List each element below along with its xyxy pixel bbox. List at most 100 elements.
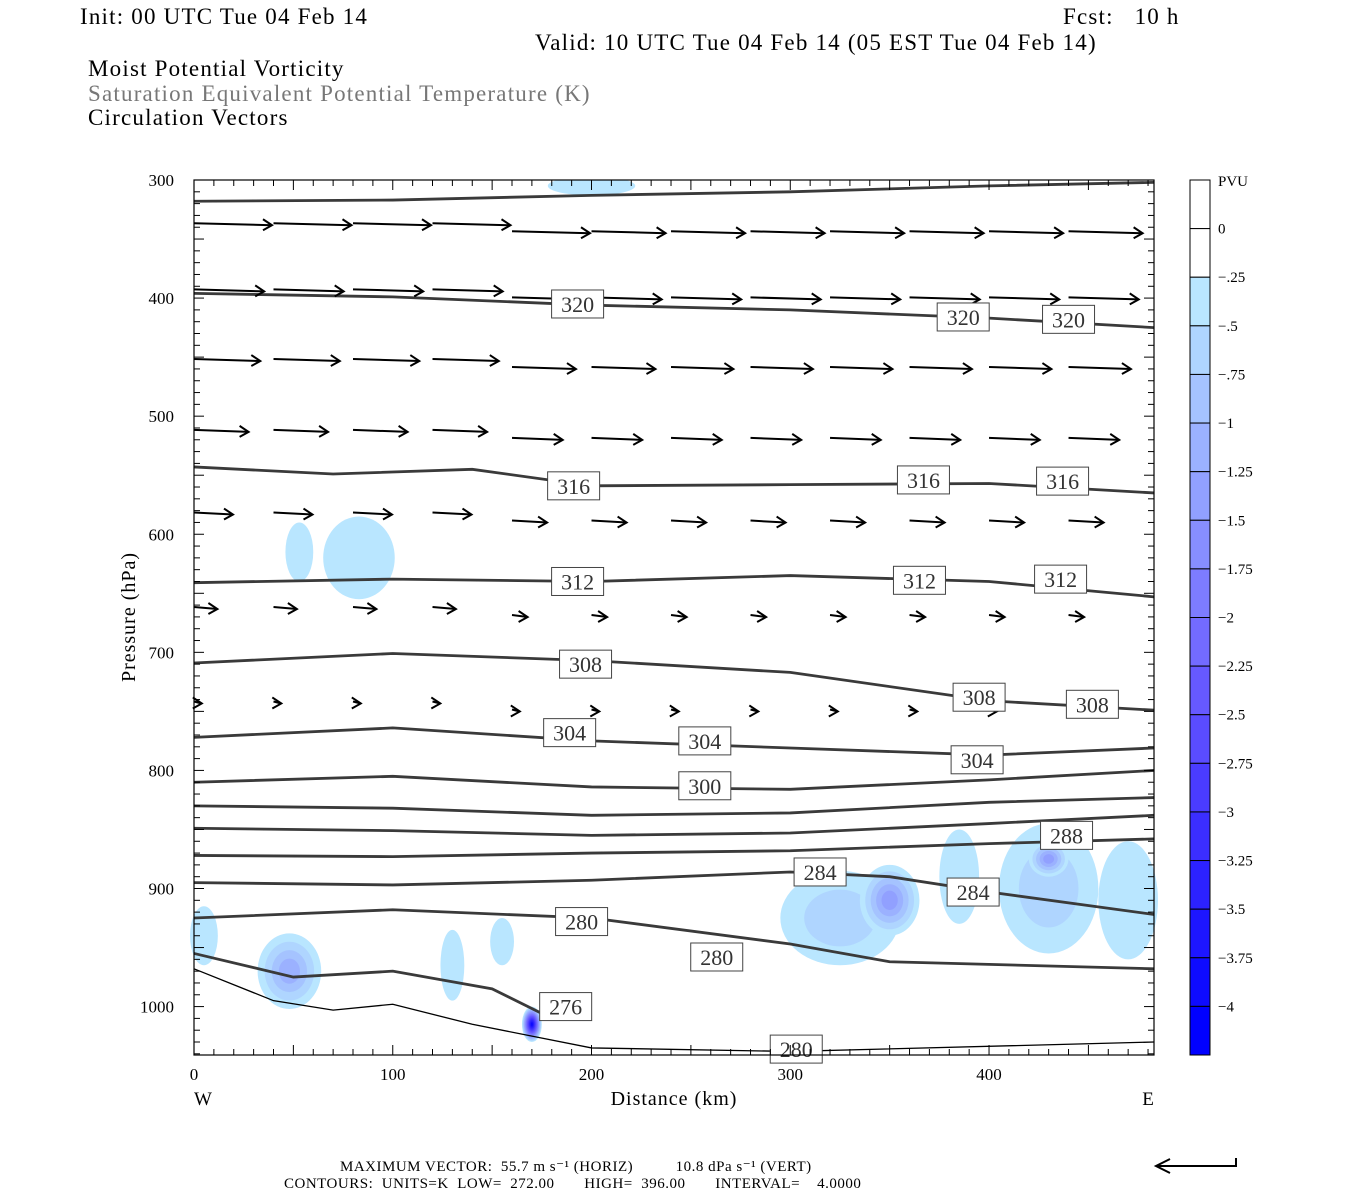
wind-vector-head [597,610,610,623]
isentrope-288 [193,837,1155,859]
x-axis-label: Distance (km) [611,1088,738,1110]
wind-vector [750,614,767,618]
wind-vector-head [1030,433,1042,446]
wind-vector [352,511,393,516]
wind-vector-head [791,433,804,446]
wind-vector [989,296,1060,301]
contour-label-box [678,771,732,801]
wind-vector [273,606,297,611]
wind-vector [273,358,340,363]
wind-vector [511,366,577,371]
wind-vector-head [430,696,443,710]
title-vectors: Circulation Vectors [88,105,289,130]
wind-vector-head [1041,362,1054,375]
wind-vector [909,366,972,371]
reference-vector-arrow [1153,1158,1237,1174]
contour-label-box [539,992,593,1022]
wind-vector-head [553,433,565,446]
wind-vector [1068,296,1139,301]
pv-area [1098,841,1158,960]
wind-vector-head [446,602,458,615]
contour-label-box [1034,564,1088,594]
wind-vector-head [262,218,274,232]
x-tick-label: 400 [976,1065,1002,1084]
colorbar-label: −.5 [1218,319,1238,335]
wind-vector [750,436,802,441]
contour-label-box [551,289,605,319]
contour-label: 312 [1044,567,1077,592]
wind-vector-head [413,284,426,298]
wind-vector [670,614,687,618]
wind-vector-head [855,515,868,529]
x-tick-label: 200 [579,1065,605,1084]
contour-label: 300 [688,774,721,799]
contour-label: 276 [549,995,582,1020]
contour-label: 304 [688,729,721,754]
wind-vector-head [341,218,354,232]
wind-vector [591,614,608,618]
wind-vector [352,606,377,611]
y-tick-label: 600 [149,525,175,544]
wind-vector [352,358,420,363]
y-tick-label: 800 [149,761,175,780]
wind-vector [829,436,881,441]
colorbar-label: −2.75 [1218,756,1253,772]
wind-vector [1068,230,1143,235]
colorbar-swatch [1189,228,1211,278]
isentrope-304 [193,726,1155,757]
wind-vector-head [1121,362,1133,375]
contour-label: 280 [780,1037,813,1062]
contour-label-box [551,566,605,596]
colorbar-swatch [1189,860,1211,910]
wind-vector-head [1133,226,1145,240]
wind-vector-head [537,515,550,529]
contour-label: 280 [565,910,598,935]
x-tick-label: 300 [778,1065,804,1084]
pv-area [490,918,514,966]
wind-vector-head [493,284,505,298]
wind-vector [511,614,528,618]
wind-vector [670,366,734,371]
contour-label-box [547,471,601,501]
contour-label-box [1040,820,1094,850]
valid-time: Valid: 10 UTC Tue 04 Feb 14 (05 EST Tue … [535,30,1097,55]
wind-vector-head [334,284,346,298]
wind-vector [352,428,408,433]
wind-vector-head [696,515,709,529]
wind-vector-head [351,696,363,710]
wind-vector-head [271,696,284,710]
wind-vector [670,230,746,235]
wind-vector-head [1074,610,1087,623]
colorbar-swatch [1189,908,1211,959]
contour-label-box [1042,304,1096,334]
wind-vector [1068,436,1120,441]
wind-vector-head [580,226,592,240]
plot-frame [193,179,1155,1056]
isentrope-280 [193,908,1155,971]
wind-vector [909,296,980,301]
wind-vector [511,436,563,441]
wind-vector [909,230,984,235]
wind-vector [193,606,218,611]
wind-vector-head [723,362,736,375]
wind-vector-head [1014,515,1027,529]
init-time: Init: 00 UTC Tue 04 Feb 14 [80,4,369,29]
colorbar-swatch [1189,471,1211,521]
wind-vector-head [250,354,263,367]
wind-vector-head [1109,433,1122,446]
isentrope-292 [193,813,1155,837]
pv-area [1043,854,1055,864]
wind-vector-head [518,610,530,623]
y-tick-label: 1000 [140,998,174,1017]
colorbar-swatch [1189,617,1211,667]
pv-area [278,958,301,984]
pv-area [881,890,898,910]
contour-label: 320 [947,305,980,330]
isentrope-312 [193,574,1155,599]
wind-vector-head [995,610,1007,623]
colorbar-swatch [1189,179,1211,230]
wind-vector [273,428,329,433]
pv-area [190,906,218,966]
wind-vector [591,366,656,371]
contour-label: 308 [569,652,602,677]
